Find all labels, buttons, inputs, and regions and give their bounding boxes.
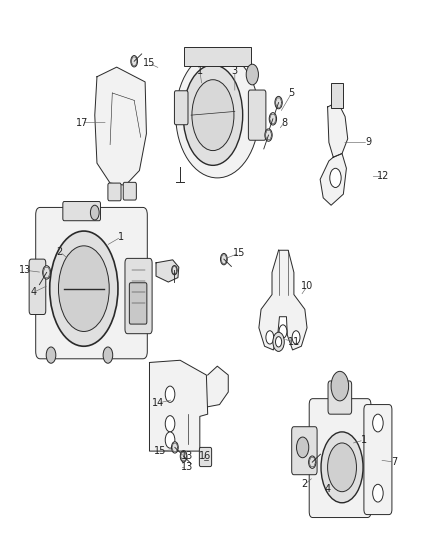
Text: 15: 15 xyxy=(143,59,155,68)
Text: 9: 9 xyxy=(364,138,371,148)
FancyBboxPatch shape xyxy=(129,282,147,324)
Circle shape xyxy=(320,432,362,503)
Text: 13: 13 xyxy=(18,265,31,275)
Circle shape xyxy=(90,205,99,220)
Text: 11: 11 xyxy=(287,337,299,347)
FancyBboxPatch shape xyxy=(308,399,370,518)
Text: 10: 10 xyxy=(300,281,312,292)
Circle shape xyxy=(46,347,56,363)
Circle shape xyxy=(165,386,174,402)
Circle shape xyxy=(171,442,178,453)
Text: 14: 14 xyxy=(152,398,164,408)
Polygon shape xyxy=(319,154,346,205)
FancyBboxPatch shape xyxy=(183,47,251,67)
Ellipse shape xyxy=(175,52,258,178)
Circle shape xyxy=(58,246,109,332)
Circle shape xyxy=(372,484,382,502)
Circle shape xyxy=(180,450,187,462)
Text: 1: 1 xyxy=(118,232,124,242)
Text: 7: 7 xyxy=(391,457,397,467)
Text: 13: 13 xyxy=(180,462,192,472)
Text: 17: 17 xyxy=(75,117,88,127)
Text: 4: 4 xyxy=(30,287,36,297)
Circle shape xyxy=(291,331,299,344)
Text: 2: 2 xyxy=(57,247,63,257)
Circle shape xyxy=(272,332,284,351)
Circle shape xyxy=(275,337,281,347)
Circle shape xyxy=(49,231,118,346)
Polygon shape xyxy=(327,102,347,157)
Circle shape xyxy=(165,432,174,448)
Text: 8: 8 xyxy=(281,117,287,127)
Text: 1: 1 xyxy=(196,66,202,76)
Text: 12: 12 xyxy=(377,172,389,181)
Circle shape xyxy=(171,265,177,275)
FancyBboxPatch shape xyxy=(108,183,121,201)
FancyBboxPatch shape xyxy=(29,259,46,314)
Polygon shape xyxy=(155,260,178,282)
Text: 3: 3 xyxy=(231,66,237,76)
Circle shape xyxy=(372,414,382,432)
Circle shape xyxy=(165,416,174,432)
Circle shape xyxy=(330,372,348,401)
FancyBboxPatch shape xyxy=(327,381,351,414)
Circle shape xyxy=(246,64,258,85)
Circle shape xyxy=(327,443,356,492)
Text: 4: 4 xyxy=(324,484,330,495)
Text: 2: 2 xyxy=(301,479,307,489)
Circle shape xyxy=(103,347,113,363)
Circle shape xyxy=(296,437,308,458)
Circle shape xyxy=(329,168,340,188)
Polygon shape xyxy=(258,251,306,350)
FancyBboxPatch shape xyxy=(35,207,147,359)
Circle shape xyxy=(279,325,286,338)
FancyBboxPatch shape xyxy=(125,259,152,334)
Circle shape xyxy=(183,65,242,165)
Text: 1: 1 xyxy=(360,435,366,445)
Circle shape xyxy=(265,331,273,344)
FancyBboxPatch shape xyxy=(123,182,136,200)
Circle shape xyxy=(268,112,276,125)
Polygon shape xyxy=(207,366,228,407)
Circle shape xyxy=(220,253,227,265)
FancyBboxPatch shape xyxy=(291,427,316,475)
Text: 16: 16 xyxy=(198,451,211,461)
FancyBboxPatch shape xyxy=(248,90,265,140)
Circle shape xyxy=(264,129,272,141)
Text: 15: 15 xyxy=(154,446,166,456)
FancyBboxPatch shape xyxy=(63,201,100,221)
Text: 15: 15 xyxy=(233,248,245,258)
Circle shape xyxy=(191,80,233,151)
Circle shape xyxy=(274,96,282,109)
Circle shape xyxy=(42,265,50,279)
FancyBboxPatch shape xyxy=(330,83,342,108)
Text: 5: 5 xyxy=(288,88,294,98)
Polygon shape xyxy=(95,67,146,185)
Polygon shape xyxy=(149,360,207,451)
FancyBboxPatch shape xyxy=(174,91,187,125)
Circle shape xyxy=(308,456,315,469)
Text: 13: 13 xyxy=(180,451,192,461)
Circle shape xyxy=(131,55,137,67)
FancyBboxPatch shape xyxy=(363,405,391,514)
FancyBboxPatch shape xyxy=(199,447,211,466)
